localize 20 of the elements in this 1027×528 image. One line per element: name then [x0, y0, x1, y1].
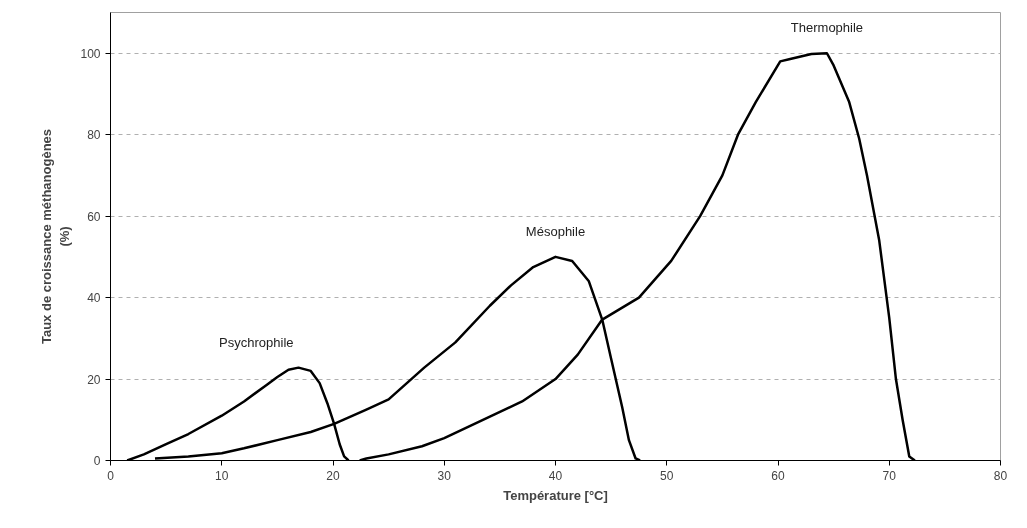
x-axis-title: Température [°C] [503, 487, 608, 503]
y-tick-label: 100 [80, 46, 101, 61]
series-label: Mésophile [525, 223, 586, 239]
y-tick-label: 40 [87, 291, 101, 306]
x-tick-label: 30 [437, 468, 452, 483]
x-tick-label: 0 [107, 468, 115, 483]
y-tick-label: 80 [87, 128, 101, 143]
series-label: Psychrophile [219, 334, 294, 350]
series-label: Thermophile [790, 20, 864, 36]
x-tick-label: 60 [771, 468, 785, 483]
y-tick-label: 0 [93, 454, 101, 468]
x-tick-label: 80 [993, 468, 1008, 483]
y-tick-label: 20 [87, 372, 101, 387]
x-tick-label: 70 [882, 468, 897, 483]
y-tick-label: 60 [87, 209, 101, 224]
x-tick-label: 20 [326, 468, 340, 483]
x-tick-label: 10 [215, 468, 229, 483]
x-tick-label: 50 [660, 468, 674, 483]
y-axis-title: Taux de croissance méthanogènes (%) [39, 128, 73, 345]
x-tick-label: 40 [548, 468, 563, 483]
